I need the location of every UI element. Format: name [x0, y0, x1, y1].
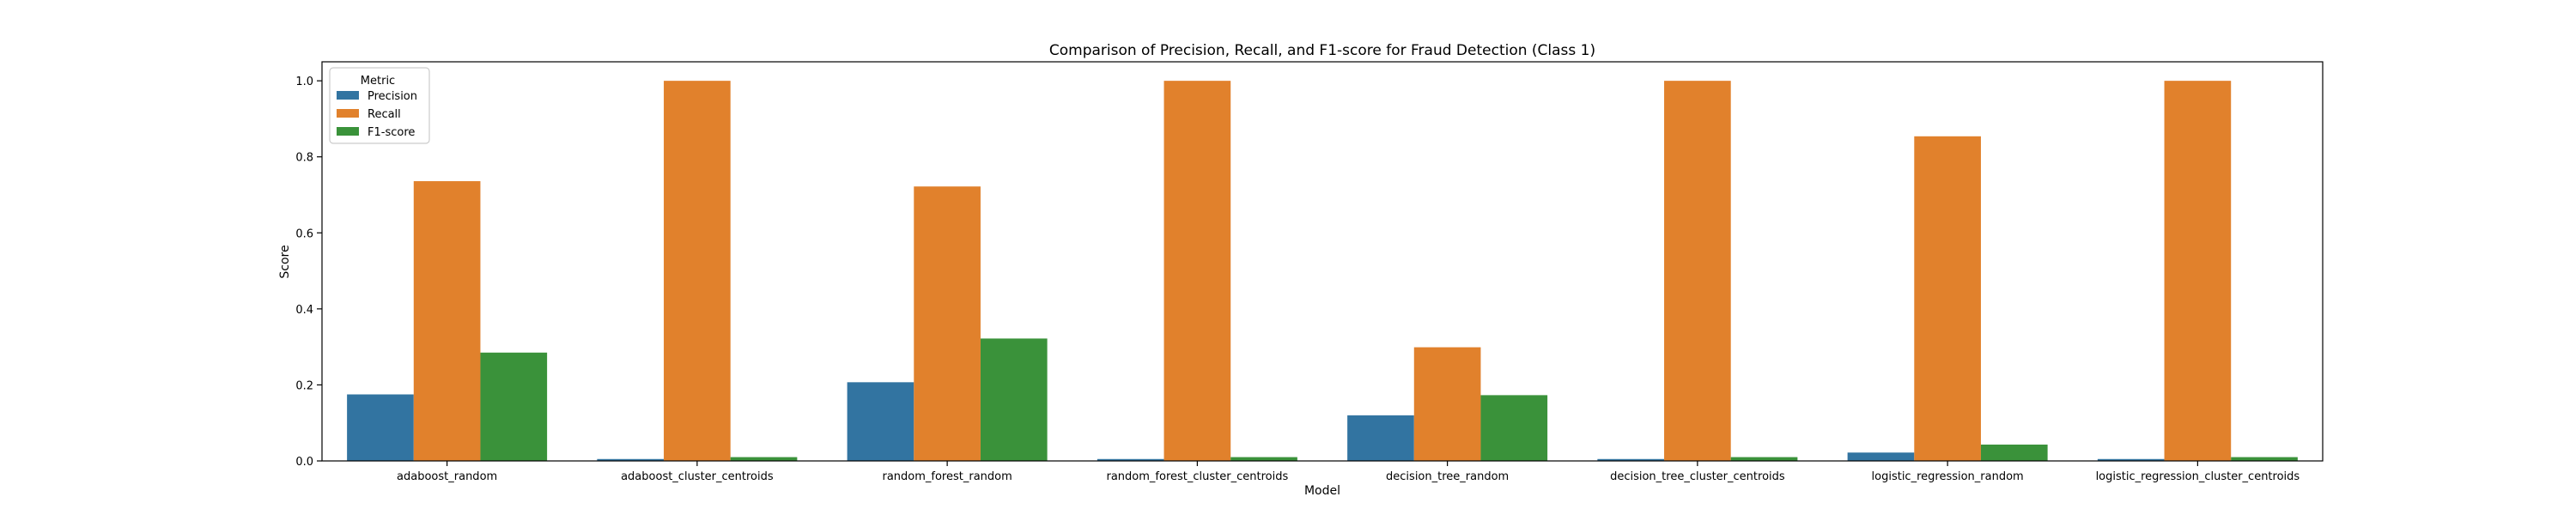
bar-f1-score-adaboost-random: [480, 352, 548, 461]
bar-recall-adaboost-random: [413, 181, 481, 462]
x-tick-label: logistic_regression_cluster_centroids: [2096, 470, 2300, 483]
x-tick-label: adaboost_cluster_centroids: [621, 470, 774, 483]
legend-label-recall: Recall: [368, 108, 401, 121]
bar-f1-score-decision-tree-cluster-centroids: [1730, 457, 1798, 461]
legend-swatch-recall: [337, 109, 359, 118]
legend-label-f1-score: F1-score: [368, 126, 415, 139]
x-axis-label: Model: [1304, 484, 1340, 498]
bar-precision-adaboost-cluster-centroids: [597, 458, 665, 461]
plot-area: 0.0 0.2 0.4 0.6 0.8 1.0 adaboost_random adaboos…: [295, 61, 2324, 483]
bar-recall-adaboost-cluster-centroids: [664, 81, 731, 462]
bar-precision-random-forest-random: [847, 382, 914, 461]
legend-label-precision: Precision: [368, 90, 417, 103]
bar-f1-score-logistic-regression-random: [1980, 444, 2048, 461]
bar-precision-logistic-regression-cluster-centroids: [2097, 458, 2165, 461]
bar-precision-decision-tree-cluster-centroids: [1597, 458, 1665, 461]
bar-f1-score-random-forest-cluster-centroids: [1230, 457, 1297, 461]
bar-precision-random-forest-cluster-centroids: [1097, 458, 1164, 461]
bar-recall-decision-tree-cluster-centroids: [1664, 81, 1731, 462]
bar-f1-score-decision-tree-random: [1480, 395, 1548, 461]
y-tick-label: 1.0: [295, 76, 313, 88]
x-tick-label: decision_tree_random: [1386, 470, 1509, 483]
bar-precision-adaboost-random: [347, 394, 414, 461]
x-tick-label: random_forest_cluster_centroids: [1107, 470, 1289, 483]
legend: Metric Precision Recall F1-score: [329, 67, 430, 144]
legend-swatch-f1-score: [337, 127, 359, 136]
y-axis-label: Score: [278, 245, 292, 278]
x-tick-label: adaboost_random: [397, 470, 497, 483]
y-tick-label: 0.2: [295, 379, 313, 392]
legend-title: Metric: [361, 75, 395, 88]
bar-f1-score-logistic-regression-cluster-centroids: [2231, 457, 2298, 461]
axes-frame: [321, 61, 2324, 462]
legend-swatch-precision: [337, 91, 359, 100]
bar-recall-random-forest-cluster-centroids: [1163, 81, 1231, 462]
x-tick-label: decision_tree_cluster_centroids: [1610, 470, 1785, 483]
chart-title: Comparison of Precision, Recall, and F1-…: [1049, 42, 1595, 59]
y-tick-label: 0.6: [295, 227, 313, 240]
y-tick-label: 0.0: [295, 456, 313, 469]
x-tick-label: logistic_regression_random: [1872, 470, 2024, 483]
legend-entries: Precision Recall F1-score: [337, 90, 417, 139]
x-tick-label: random_forest_random: [882, 470, 1012, 483]
bar-precision-decision-tree-random: [1347, 415, 1414, 461]
y-tick-label: 0.4: [295, 304, 313, 317]
legend-frame: [329, 67, 430, 144]
bar-recall-decision-tree-random: [1413, 347, 1481, 461]
bar-recall-random-forest-random: [914, 186, 981, 461]
bar-f1-score-adaboost-cluster-centroids: [730, 457, 798, 461]
y-tick-label: 0.8: [295, 152, 313, 165]
bar-precision-logistic-regression-random: [1847, 452, 1915, 461]
bar-recall-logistic-regression-random: [1914, 136, 1981, 462]
bar-recall-logistic-regression-cluster-centroids: [2164, 81, 2232, 462]
bar-f1-score-random-forest-random: [980, 338, 1048, 461]
